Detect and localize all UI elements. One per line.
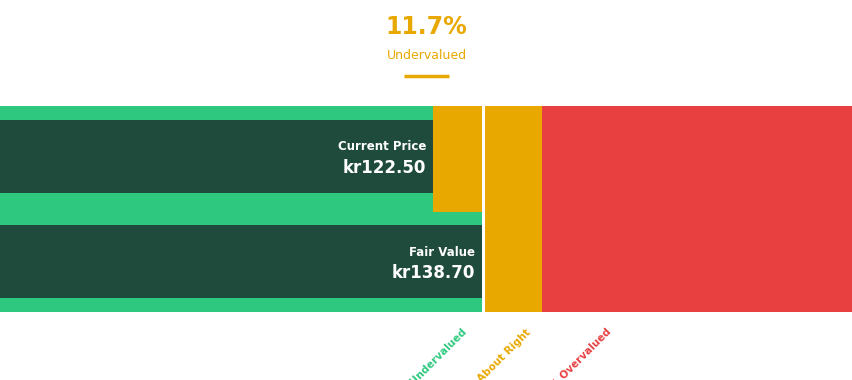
Bar — [0, 298, 481, 312]
Text: 11.7%: 11.7% — [385, 14, 467, 39]
Text: Fair Value: Fair Value — [409, 246, 475, 259]
Text: Undervalued: Undervalued — [386, 49, 466, 62]
Text: 20% Undervalued: 20% Undervalued — [389, 327, 469, 380]
Bar — [433, 106, 541, 312]
Bar — [0, 225, 481, 298]
Bar — [0, 106, 433, 120]
Text: kr122.50: kr122.50 — [343, 159, 426, 177]
Bar — [0, 193, 433, 206]
Text: 20% Overvalued: 20% Overvalued — [538, 327, 613, 380]
Text: About Right: About Right — [475, 327, 532, 380]
Bar — [481, 106, 484, 312]
Text: kr138.70: kr138.70 — [391, 264, 475, 282]
Bar — [0, 106, 433, 312]
Bar — [0, 120, 433, 193]
Bar — [0, 212, 481, 225]
Text: Current Price: Current Price — [337, 140, 426, 154]
Bar — [541, 106, 852, 312]
